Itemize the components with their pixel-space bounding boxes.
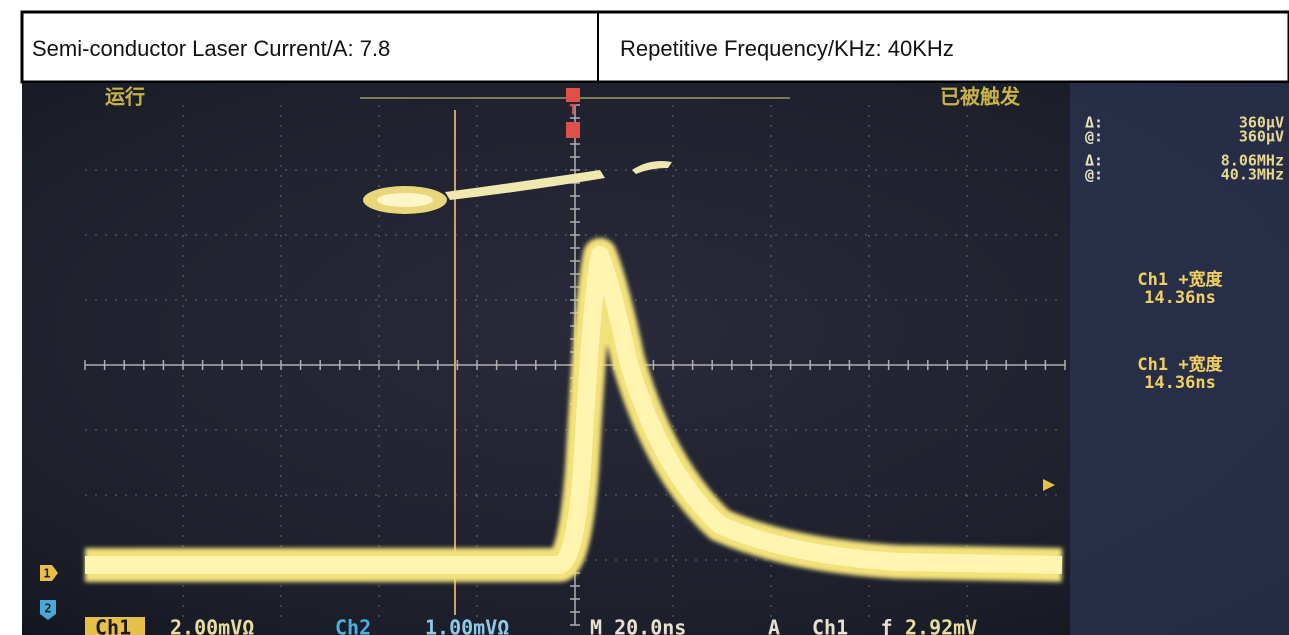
ch2-marker-label: 2	[44, 602, 51, 616]
readout-label: @:	[1085, 166, 1103, 184]
measurement-value: 14.36ns	[1144, 288, 1216, 308]
readout-label: @:	[1085, 128, 1103, 146]
status-field: 2.00mVΩ	[170, 616, 254, 635]
measurement-value: 14.36ns	[1144, 373, 1216, 393]
status-field: M 20.0ns	[590, 616, 686, 635]
trigger-position-icon	[566, 88, 580, 102]
status-field: ƒ	[880, 616, 892, 635]
header-cell: Repetitive Frequency/KHz: 40KHz	[620, 36, 954, 61]
header-table	[20, 10, 1289, 84]
trigger-level-icon	[566, 122, 580, 138]
ch1-badge	[85, 617, 145, 635]
status-triggered: 已被触发	[940, 85, 1021, 109]
readout-label: Δ:	[1085, 114, 1103, 132]
side-panel	[1070, 83, 1289, 635]
status-field: Ch1	[812, 616, 848, 635]
ch1-marker-label: 1	[43, 567, 50, 581]
readout-value: 40.3MHz	[1221, 166, 1284, 184]
measurement-name: Ch1 +宽度	[1137, 269, 1223, 290]
status-field: 1.00mVΩ	[425, 616, 509, 635]
status-run: 运行	[105, 85, 145, 109]
status-field: 2.92mV	[905, 616, 977, 635]
artifact-trace	[363, 161, 672, 214]
readout-label: Δ:	[1085, 152, 1103, 170]
readout-value: 360µV	[1239, 114, 1284, 132]
readout-value: 8.06MHz	[1221, 152, 1284, 170]
status-field: Ch2	[335, 616, 371, 635]
status-field: A	[768, 616, 780, 635]
ch1-marker	[40, 565, 58, 581]
measurement-name: Ch1 +宽度	[1137, 354, 1223, 375]
ch2-marker	[40, 600, 56, 620]
header-cell: Semi-conductor Laser Current/A: 7.8	[32, 36, 390, 61]
waveform-core	[85, 246, 1063, 574]
trigger-marker: T	[569, 104, 577, 119]
status-field: Ch1	[95, 616, 131, 635]
bottom-bar: Ch1 2.00mVΩ Ch2 1.00mVΩ M 20.0ns A Ch1 ƒ 2.92mV	[85, 616, 977, 635]
readout-value: 360µV	[1239, 128, 1284, 146]
trigger-level-arrow	[1043, 479, 1055, 491]
